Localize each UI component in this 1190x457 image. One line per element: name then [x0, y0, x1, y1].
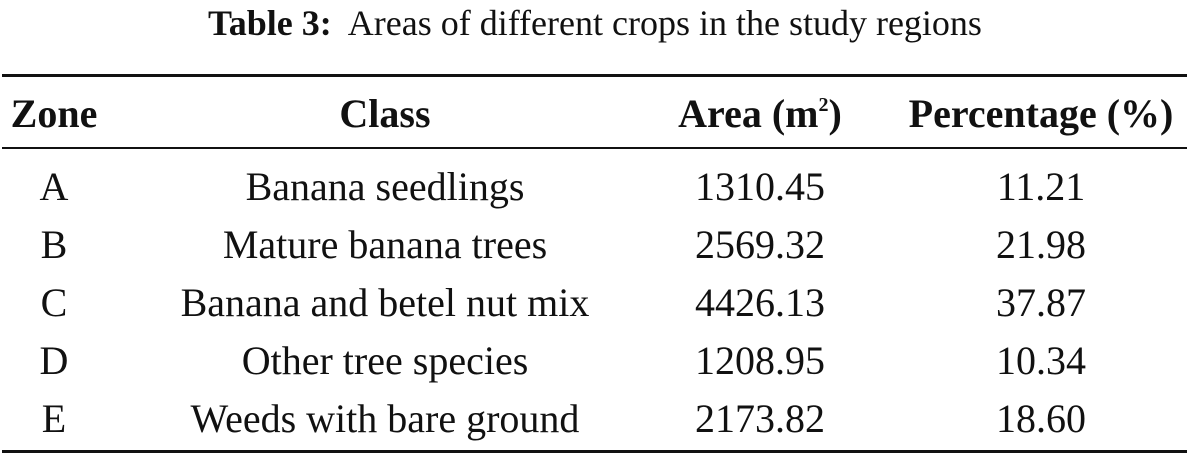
cell-zone: C: [40, 280, 68, 325]
cell-area: 1310.45: [695, 164, 825, 209]
header-area: Area (m2): [655, 90, 865, 138]
cell-percentage: 37.87: [996, 280, 1086, 325]
cell-class: Banana seedlings: [245, 164, 525, 209]
header-class: Class: [339, 91, 431, 136]
header-area-superscript: 2: [818, 94, 829, 116]
cell-zone: B: [40, 222, 68, 267]
cell-class: Other tree species: [241, 338, 529, 383]
cell-area: 2569.32: [695, 222, 825, 267]
cell-class: Mature banana trees: [222, 222, 548, 267]
header-percentage: Percentage (%): [908, 91, 1174, 136]
header-zone: Zone: [10, 91, 98, 136]
header-area-suffix: ): [828, 91, 842, 136]
bottom-rule: [2, 450, 1187, 453]
cell-percentage: 10.34: [996, 338, 1086, 383]
caption-text: Areas of different crops in the study re…: [347, 3, 982, 43]
cell-area: 4426.13: [695, 280, 825, 325]
cell-percentage: 18.60: [996, 396, 1086, 441]
cell-percentage: 11.21: [996, 164, 1086, 209]
cell-class: Weeds with bare ground: [190, 396, 580, 441]
header-area-prefix: Area (m: [678, 91, 819, 136]
table-caption: Table 3: Areas of different crops in the…: [0, 2, 1190, 44]
cell-percentage: 21.98: [996, 222, 1086, 267]
caption-label: Table 3:: [208, 3, 332, 43]
cell-class: Banana and betel nut mix: [180, 280, 590, 325]
header-rule: [2, 147, 1187, 149]
cell-area: 2173.82: [695, 396, 825, 441]
cell-zone: D: [39, 338, 69, 383]
cell-zone: A: [39, 164, 69, 209]
cell-area: 1208.95: [695, 338, 825, 383]
top-rule: [2, 74, 1187, 77]
cell-zone: E: [41, 396, 67, 441]
